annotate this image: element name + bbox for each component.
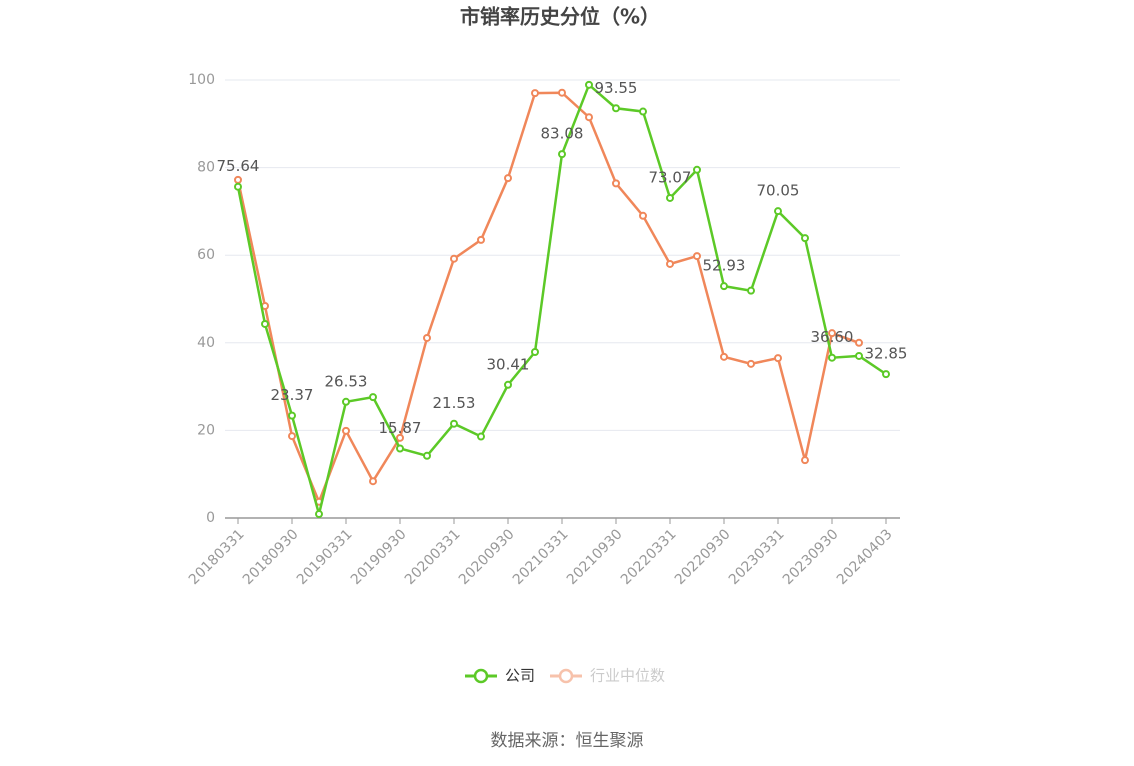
point [504,174,512,183]
data-label: 52.93 [703,257,746,275]
point [855,351,863,360]
point [747,286,755,295]
data-label: 26.53 [325,372,368,390]
data-label: 73.07 [649,168,692,186]
point [801,456,809,465]
point [585,113,593,122]
data-label: 93.55 [595,79,638,97]
x-tick-label: 20220930 [672,526,734,588]
point [720,352,728,361]
point [369,477,377,486]
point [531,347,539,356]
x-tick-label: 20220331 [618,526,680,588]
x-tick-label: 20210930 [564,526,626,588]
x-tick-label: 20190930 [348,526,410,588]
x-tick-label: 20230930 [780,526,842,588]
x-tick-label: 20190331 [294,526,356,588]
point [504,380,512,389]
point [288,411,296,420]
point [774,207,782,216]
data-label: 32.85 [865,345,908,363]
point [396,444,404,453]
point [612,104,620,113]
data-label: 30.41 [487,355,530,373]
legend-label: 公司 [505,667,535,685]
point [558,150,566,159]
x-tick-label: 20180930 [240,526,302,588]
legend-marker [473,668,489,684]
source-note: 数据来源：恒生聚源 [491,731,644,751]
y-tick-label: 60 [197,247,215,263]
data-label: 70.05 [757,182,800,200]
point [666,193,674,202]
point [423,451,431,460]
series-line [236,82,887,515]
point [396,433,404,442]
x-tick-label: 20210331 [510,526,572,588]
point [477,235,485,244]
y-tick-label: 20 [197,422,215,438]
data-label: 23.37 [271,386,314,404]
data-label: 36.60 [811,328,854,346]
x-tick-label: 20180331 [186,526,248,588]
point [693,252,701,261]
point [234,182,242,191]
x-tick-label: 20200930 [456,526,518,588]
x-tick-label: 20240403 [834,526,896,588]
point [450,419,458,428]
legend-item: 公司 [465,667,535,685]
chart-title: 市销率历史分位（%） [460,5,660,29]
legend-marker [558,668,574,684]
point [531,89,539,98]
point [747,359,755,368]
point [558,88,566,97]
y-tick-label: 80 [197,160,215,176]
point [288,432,296,441]
point [666,259,674,268]
point [774,354,782,363]
point [639,107,647,116]
point [261,319,269,328]
point [342,397,350,406]
point [612,179,620,188]
point [342,426,350,435]
point [477,432,485,441]
point [720,282,728,291]
point [234,175,242,184]
point [450,254,458,263]
point [315,510,323,519]
point [828,353,836,362]
point [693,165,701,174]
point [801,234,809,243]
y-tick-label: 40 [197,335,215,351]
y-tick-label: 100 [188,72,215,88]
point [855,338,863,347]
point [423,333,431,342]
series-line [236,91,860,506]
point [828,329,836,338]
data-label: 21.53 [433,394,476,412]
y-tick-label: 0 [206,510,215,526]
x-tick-label: 20230331 [726,526,788,588]
point [585,80,593,89]
data-label: 83.08 [541,125,584,143]
point [639,211,647,220]
legend-label: 行业中位数 [590,667,665,685]
x-tick-label: 20200331 [402,526,464,588]
point [369,393,377,402]
data-label: 75.64 [217,157,260,175]
data-label: 15.87 [379,419,422,437]
point [882,370,890,379]
legend-item: 行业中位数 [550,667,665,685]
